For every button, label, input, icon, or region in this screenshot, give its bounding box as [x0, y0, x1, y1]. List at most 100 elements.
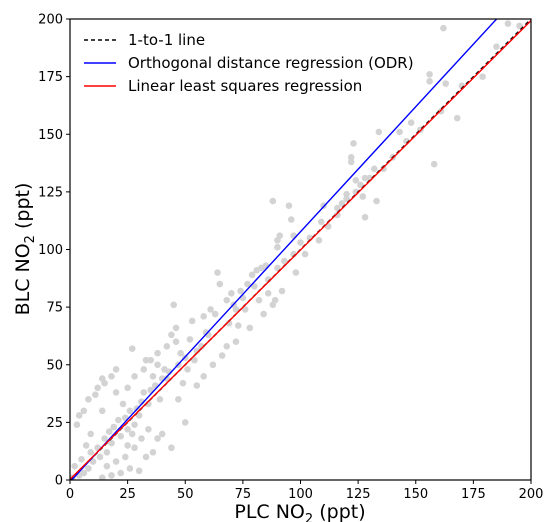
- y-tick-label: 125: [38, 185, 63, 200]
- data-point: [315, 236, 323, 244]
- data-point: [124, 442, 131, 449]
- data-point: [516, 22, 523, 30]
- data-point: [301, 250, 309, 258]
- data-point: [131, 372, 138, 380]
- y-tick-label: 200: [38, 13, 63, 28]
- data-point: [334, 204, 341, 212]
- data-point: [154, 435, 161, 442]
- data-point: [290, 232, 297, 239]
- data-point: [147, 356, 154, 364]
- data-point: [101, 435, 108, 442]
- data-point: [154, 349, 161, 357]
- data-point: [112, 458, 120, 465]
- data-point: [211, 310, 219, 318]
- data-point: [89, 458, 97, 465]
- data-point: [142, 356, 150, 364]
- data-point: [232, 306, 240, 313]
- data-point: [343, 195, 350, 203]
- data-point: [370, 165, 378, 173]
- data-point: [223, 296, 231, 304]
- data-point: [504, 20, 512, 27]
- data-point: [216, 280, 224, 288]
- data-point: [285, 202, 293, 210]
- data-point: [108, 372, 115, 380]
- data-point: [357, 181, 364, 189]
- data-point: [154, 361, 161, 369]
- data-point: [112, 366, 120, 373]
- data-point: [440, 24, 447, 32]
- data-point: [75, 412, 83, 419]
- legend: 1-to-1 line Orthogonal distance regressi…: [84, 31, 414, 95]
- x-tick-label: 0: [66, 487, 74, 502]
- x-tick-label: 200: [519, 487, 544, 502]
- data-point: [317, 218, 325, 226]
- data-point: [94, 384, 101, 392]
- data-point: [200, 372, 207, 380]
- data-point: [110, 423, 118, 431]
- data-point: [163, 375, 171, 382]
- data-point: [255, 296, 263, 304]
- fit-line-2: [70, 20, 531, 480]
- data-point: [128, 430, 136, 438]
- data-point: [380, 165, 387, 173]
- x-tick-label: 150: [403, 487, 428, 502]
- data-point: [260, 310, 267, 318]
- data-point: [78, 455, 85, 463]
- data-point: [198, 343, 205, 350]
- data-point: [96, 453, 104, 461]
- data-point: [156, 396, 164, 403]
- data-point: [278, 287, 286, 295]
- y-axis-label: BLC NO2 (ppt): [12, 183, 38, 316]
- data-point: [177, 349, 184, 357]
- data-point: [124, 384, 131, 392]
- data-point: [149, 449, 157, 456]
- data-point: [442, 80, 450, 87]
- x-tick-label: 175: [461, 487, 486, 502]
- x-tick-label: 25: [119, 487, 136, 502]
- data-point: [264, 289, 272, 297]
- data-point: [115, 416, 122, 424]
- data-point: [274, 264, 281, 272]
- data-point: [232, 338, 240, 346]
- data-point: [172, 324, 180, 332]
- data-point: [188, 317, 196, 325]
- data-point: [145, 425, 152, 433]
- data-point: [105, 428, 113, 435]
- data-point: [142, 453, 150, 461]
- data-point: [453, 114, 461, 122]
- data-point: [119, 400, 127, 408]
- legend-label-1to1: 1-to-1 line: [128, 31, 205, 49]
- data-point: [407, 119, 415, 127]
- data-point: [140, 366, 148, 373]
- data-point: [87, 449, 95, 456]
- data-point: [191, 356, 198, 364]
- legend-label-odr: Orthogonal distance regression (ODR): [128, 54, 414, 72]
- data-point: [234, 322, 242, 329]
- data-point: [269, 197, 277, 205]
- data-point: [87, 430, 95, 438]
- y-tick-label: 50: [46, 358, 63, 373]
- data-point: [430, 160, 438, 168]
- data-point: [108, 472, 115, 479]
- data-point: [207, 306, 214, 313]
- data-point: [126, 407, 134, 415]
- data-point: [239, 294, 247, 302]
- data-point: [80, 407, 88, 415]
- data-point: [246, 324, 254, 332]
- data-point: [124, 425, 131, 433]
- data-point: [168, 331, 175, 339]
- data-point: [193, 347, 201, 355]
- data-point: [71, 462, 78, 470]
- scatter-points: [70, 20, 523, 480]
- data-point: [437, 107, 445, 115]
- y-tick-label: 25: [46, 416, 63, 431]
- data-point: [161, 366, 168, 373]
- data-point: [287, 216, 295, 223]
- data-point: [297, 239, 304, 246]
- data-point: [108, 439, 115, 447]
- data-point: [73, 421, 81, 428]
- data-point: [251, 283, 258, 290]
- y-tick-label: 175: [38, 70, 63, 85]
- data-point: [172, 338, 180, 346]
